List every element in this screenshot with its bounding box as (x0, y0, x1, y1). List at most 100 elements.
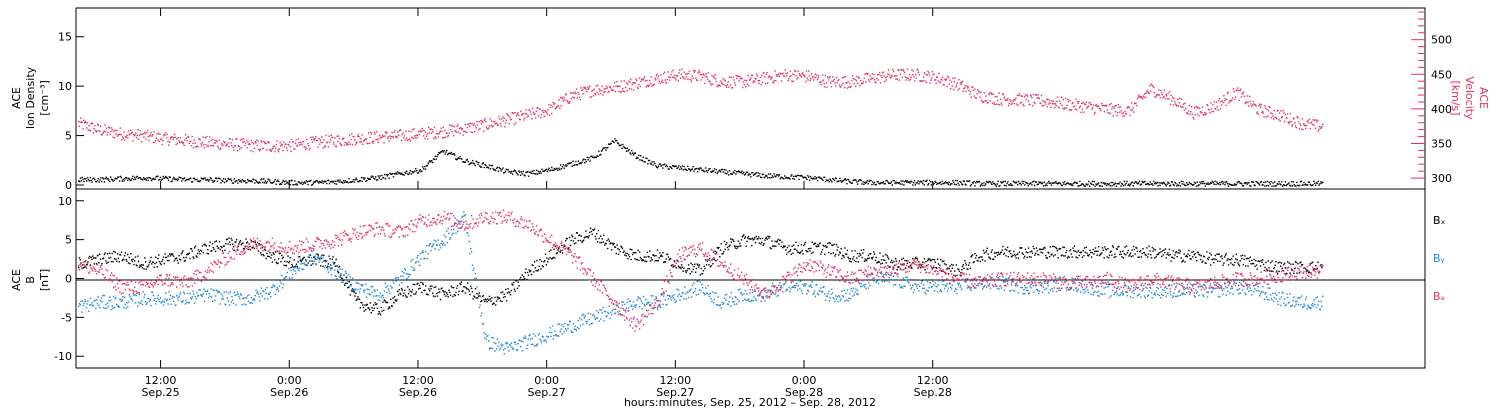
data-point (491, 164, 493, 167)
data-point (603, 88, 606, 90)
data-point (1137, 96, 1139, 98)
data-point (917, 267, 919, 269)
data-point (1057, 257, 1059, 259)
data-point (990, 92, 992, 94)
data-point (83, 119, 85, 121)
data-point (242, 179, 244, 182)
data-point (1100, 102, 1103, 105)
data-point (1284, 181, 1287, 183)
data-point (100, 133, 103, 136)
data-point (1194, 181, 1196, 184)
data-point (214, 241, 216, 243)
data-point (738, 171, 741, 173)
data-point (1161, 93, 1163, 96)
data-point (235, 239, 238, 241)
data-point (771, 175, 773, 177)
data-point (764, 76, 766, 78)
data-point (1055, 180, 1057, 183)
data-point (152, 177, 155, 180)
data-point (150, 131, 152, 134)
data-point (1217, 253, 1220, 255)
data-point (798, 252, 800, 254)
data-point (1053, 103, 1055, 105)
data-point (1251, 104, 1254, 106)
data-point (582, 93, 584, 95)
data-point (1077, 102, 1079, 104)
data-point (419, 287, 421, 289)
data-point (173, 260, 176, 262)
data-point (456, 158, 459, 160)
data-point (898, 79, 901, 81)
data-point (228, 304, 231, 306)
data-point (863, 260, 866, 262)
data-point (777, 73, 779, 75)
data-point (1225, 181, 1227, 184)
data-point (1120, 109, 1122, 112)
data-point (1108, 183, 1110, 185)
data-point (507, 169, 509, 171)
data-point (441, 130, 443, 133)
data-point (1132, 255, 1134, 257)
data-point (707, 72, 710, 74)
data-point (662, 252, 664, 254)
data-point (612, 89, 614, 91)
data-point (1199, 107, 1201, 109)
data-point (1073, 245, 1076, 247)
data-point (686, 72, 688, 75)
data-point (1265, 116, 1267, 118)
data-point (939, 264, 941, 267)
data-point (308, 180, 310, 182)
data-point (148, 264, 150, 266)
data-point (233, 178, 235, 180)
data-point (1014, 181, 1016, 184)
data-point (1177, 98, 1179, 100)
data-point (365, 138, 368, 140)
data-point (919, 263, 921, 266)
data-point (841, 257, 843, 260)
data-point (566, 165, 568, 167)
data-point (902, 69, 904, 71)
data-point (198, 289, 200, 291)
data-point (154, 178, 156, 180)
data-point (974, 185, 976, 187)
data-point (1037, 94, 1039, 96)
data-point (361, 180, 364, 183)
data-point (1271, 113, 1273, 115)
data-point (856, 75, 858, 78)
data-point (357, 135, 359, 137)
data-point (356, 179, 358, 181)
data-point (351, 181, 353, 183)
data-point (875, 183, 877, 186)
data-point (696, 167, 698, 170)
data-point (782, 177, 784, 180)
data-point (78, 303, 81, 305)
data-point (351, 144, 354, 146)
data-point (114, 129, 116, 132)
data-point (1143, 252, 1146, 254)
data-point (1066, 257, 1069, 259)
data-point (249, 180, 251, 182)
data-point (203, 177, 205, 179)
data-point (252, 150, 254, 153)
data-point (109, 299, 112, 302)
data-point (1226, 180, 1228, 183)
data-point (941, 180, 943, 183)
data-point (785, 72, 787, 75)
data-point (419, 169, 421, 171)
data-point (701, 273, 704, 275)
data-point (687, 72, 690, 75)
data-point (972, 182, 974, 184)
data-point (965, 184, 967, 186)
data-point (963, 180, 965, 183)
data-point (896, 182, 898, 184)
data-point (1292, 118, 1295, 120)
data-point (120, 251, 123, 253)
data-point (529, 109, 531, 111)
data-point (645, 86, 647, 88)
data-point (685, 73, 687, 75)
data-point (968, 264, 970, 266)
data-point (330, 267, 333, 269)
data-point (1091, 180, 1094, 183)
data-point (609, 143, 612, 145)
data-point (186, 139, 188, 142)
